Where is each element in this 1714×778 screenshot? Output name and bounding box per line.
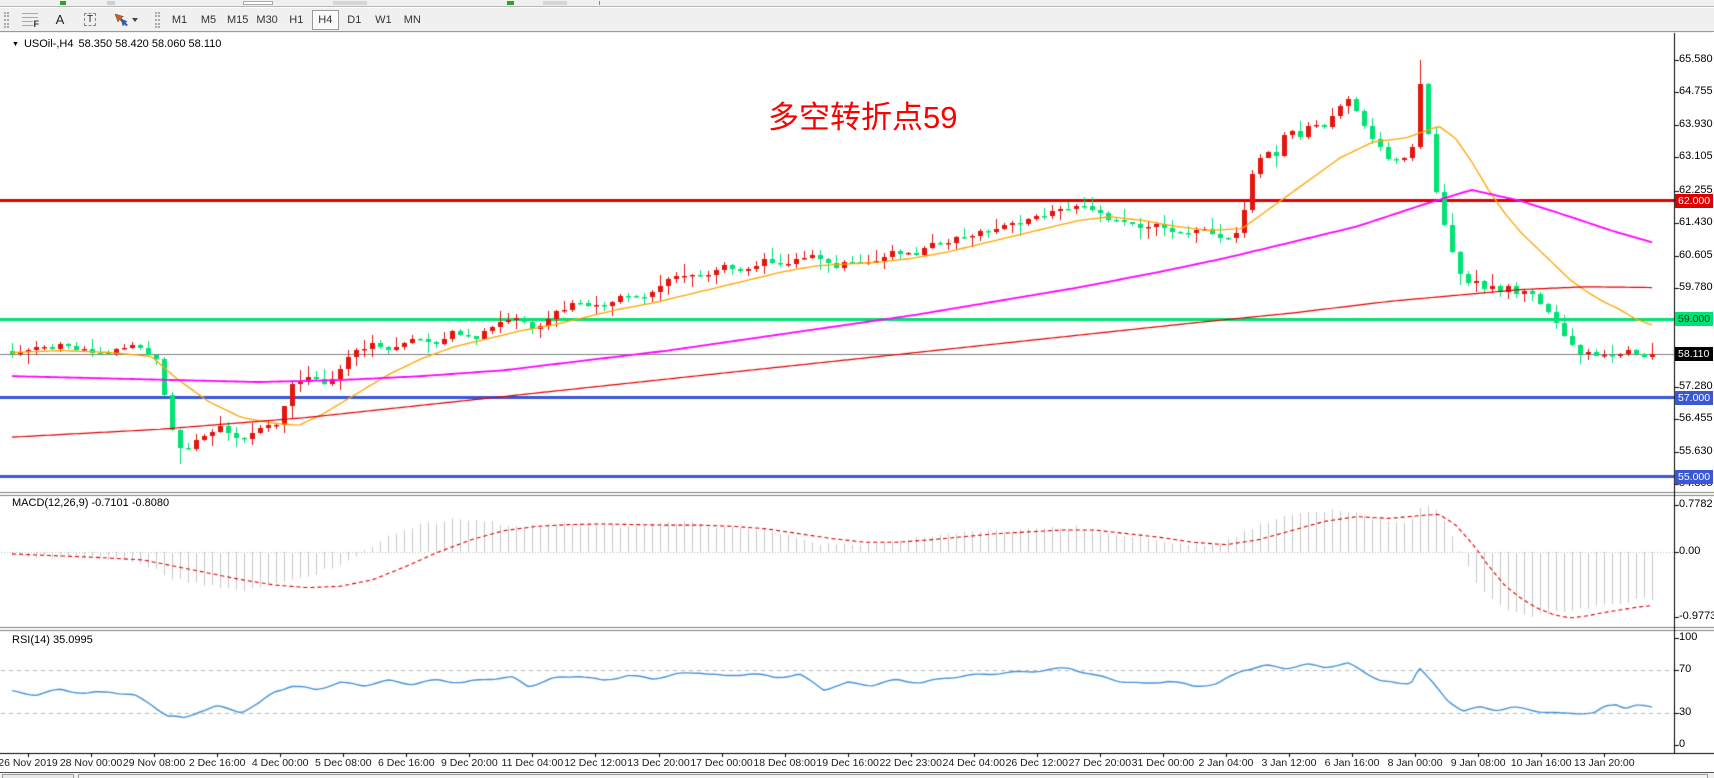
timeframe-button-m1[interactable]: M1 <box>171 13 188 26</box>
arrow-tools-icon <box>114 13 128 27</box>
timeframe-button-m5[interactable]: M5 <box>200 13 217 26</box>
timeframe-button-m30[interactable]: M30 <box>256 13 278 26</box>
timeframe-button-d1[interactable]: D1 <box>347 13 362 26</box>
toolbar-fragment <box>60 1 66 5</box>
toolbar-fragment <box>243 1 273 5</box>
timeframe-button-group: M1 M5 M15 M30 H1 H4 D1 W1 MN <box>166 9 426 30</box>
timeframe-button-w1[interactable]: W1 <box>375 13 392 26</box>
bottom-bar-fragment <box>78 774 1708 778</box>
toolbar-grip[interactable] <box>155 11 160 28</box>
time-axis[interactable] <box>0 753 1674 772</box>
text-icon: T <box>83 13 97 26</box>
text-tool-button[interactable]: T <box>75 10 105 30</box>
text-label-icon: A <box>55 12 65 27</box>
fibonacci-icon: F <box>22 13 39 29</box>
clipped-upper-toolbar <box>0 0 1714 7</box>
timeframe-button-mn[interactable]: MN <box>403 13 421 26</box>
timeframe-button-m15[interactable]: M15 <box>227 13 249 26</box>
drawing-and-timeframe-toolbar: F A T M1 M5 M15 M30 H1 H4 D1 W1 MN <box>0 8 1714 32</box>
timeframe-button-h4[interactable]: H4 <box>311 9 339 30</box>
toolbar-grip[interactable] <box>4 11 9 28</box>
timeframe-button-h1[interactable]: H1 <box>289 13 304 26</box>
clipped-bottom-bar <box>0 772 1714 778</box>
toolbar-fragment <box>333 1 367 5</box>
arrow-objects-button[interactable] <box>105 10 145 30</box>
chart-tab[interactable] <box>2 774 74 778</box>
price-axis[interactable] <box>1674 32 1714 753</box>
fibonacci-tool-button[interactable]: F <box>15 10 45 30</box>
toolbar-fragment <box>543 1 567 5</box>
toolbar-fragment <box>107 1 115 5</box>
toolbar-fragment <box>507 1 514 5</box>
text-label-tool-button[interactable]: A <box>45 10 75 30</box>
toolbar-fragment <box>599 1 600 5</box>
dropdown-caret-icon <box>131 17 138 22</box>
